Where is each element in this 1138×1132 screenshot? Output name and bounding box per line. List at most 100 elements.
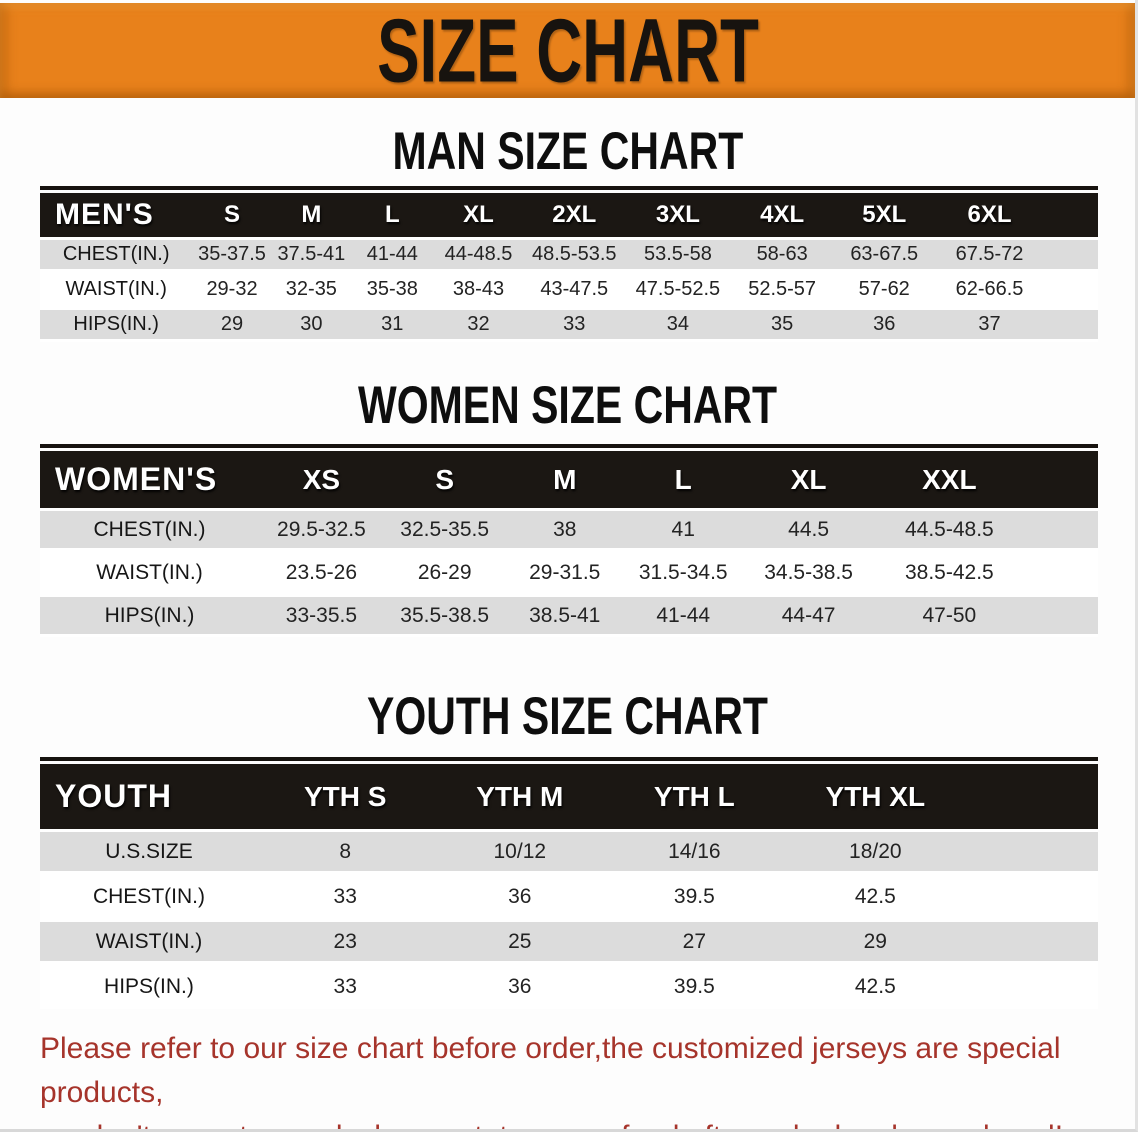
youth-section-heading-text: YOUTH SIZE CHART	[367, 686, 768, 746]
column-header: YTH M	[432, 764, 608, 829]
size-value-cell: 47.5-52.5	[625, 272, 731, 307]
column-header: XS	[259, 451, 384, 508]
size-value-cell: 37.5-41	[271, 237, 352, 272]
women-section-heading: WOMEN SIZE CHART	[0, 375, 1135, 435]
size-value-cell: 18/20	[781, 829, 1098, 874]
youth-size-table: YOUTH YTH S YTH M YTH L YTH XL U.S.SIZE 8 10/12…	[40, 764, 1098, 1009]
men-size-table: MEN'S S M L XL 2XL 3XL 4XL 5XL 6XL CHEST(IN.) 35-37…	[40, 193, 1098, 342]
size-value-cell: 41-44	[623, 594, 743, 637]
row-label: U.S.SIZE	[40, 829, 258, 874]
table-row: WAIST(IN.) 29-32 32-35 35-38 38-43 43-47.5 47.…	[40, 272, 1098, 307]
table-row: HIPS(IN.) 33-35.5 35.5-38.5 38.5-41 41-44 44-…	[40, 594, 1098, 637]
size-value-cell: 10/12	[432, 829, 608, 874]
size-value-cell: 62-66.5	[935, 272, 1098, 307]
size-value-cell: 67.5-72	[935, 237, 1098, 272]
size-value-cell: 29	[192, 307, 272, 342]
size-value-cell: 35	[730, 307, 834, 342]
size-value-cell: 14/16	[607, 829, 782, 874]
size-value-cell: 42.5	[781, 874, 1098, 919]
size-value-cell: 33	[257, 874, 433, 919]
size-value-cell: 44-47	[742, 594, 875, 637]
size-value-cell: 38.5-41	[505, 594, 624, 637]
column-header: YTH S	[257, 764, 433, 829]
size-value-cell: 43-47.5	[523, 272, 626, 307]
size-value-cell: 34	[625, 307, 731, 342]
men-table-wrap: MEN'S S M L XL 2XL 3XL 4XL 5XL 6XL CHEST(IN.) 35-37…	[40, 186, 1098, 342]
size-value-cell: 41	[623, 508, 743, 551]
size-value-cell: 44.5-48.5	[874, 508, 1098, 551]
size-value-cell: 29.5-32.5	[259, 508, 384, 551]
table-row: CHEST(IN.) 35-37.5 37.5-41 41-44 44-48.5 48.5…	[40, 237, 1098, 272]
table-row: WAIST(IN.) 23.5-26 26-29 29-31.5 31.5-34.5 34…	[40, 551, 1098, 594]
section-women: WOMEN SIZE CHART WOMEN'S XS S M L XL XXL CHEST(…	[0, 375, 1135, 637]
size-value-cell: 35-38	[351, 272, 434, 307]
size-value-cell: 31	[351, 307, 434, 342]
size-value-cell: 53.5-58	[625, 237, 731, 272]
size-value-cell: 44.5	[742, 508, 875, 551]
size-value-cell: 35.5-38.5	[383, 594, 506, 637]
section-men: MAN SIZE CHART MEN'S S M L XL 2XL 3XL 4XL 5XL 6XL…	[0, 121, 1135, 342]
banner-title: SIZE CHART	[376, 0, 759, 101]
row-label: CHEST(IN.)	[40, 874, 258, 919]
row-label: HIPS(IN.)	[40, 307, 193, 342]
size-value-cell: 33	[523, 307, 626, 342]
size-value-cell: 38.5-42.5	[874, 551, 1098, 594]
row-label: CHEST(IN.)	[40, 237, 193, 272]
size-value-cell: 35-37.5	[192, 237, 272, 272]
size-value-cell: 33	[257, 964, 433, 1009]
column-header: 5XL	[833, 193, 936, 237]
column-header: XL	[433, 193, 524, 237]
banner: SIZE CHART	[0, 3, 1135, 98]
size-value-cell: 63-67.5	[833, 237, 936, 272]
section-youth: YOUTH SIZE CHART YOUTH YTH S YTH M YTH L YTH…	[0, 686, 1135, 1009]
size-value-cell: 31.5-34.5	[623, 551, 743, 594]
size-value-cell: 25	[432, 919, 608, 964]
column-header: L	[623, 451, 743, 508]
table-corner-label: YOUTH	[40, 764, 258, 829]
column-header: XL	[742, 451, 875, 508]
size-value-cell: 8	[257, 829, 433, 874]
row-label: HIPS(IN.)	[40, 964, 258, 1009]
column-header: 6XL	[935, 193, 1098, 237]
size-value-cell: 41-44	[351, 237, 434, 272]
row-label: WAIST(IN.)	[40, 551, 259, 594]
size-value-cell: 32-35	[271, 272, 352, 307]
women-size-table: WOMEN'S XS S M L XL XXL CHEST(IN.) 29.5-32.5 32.5…	[40, 451, 1098, 637]
men-section-heading-text: MAN SIZE CHART	[392, 121, 743, 181]
size-value-cell: 23.5-26	[259, 551, 384, 594]
size-value-cell: 47-50	[874, 594, 1098, 637]
size-value-cell: 32.5-35.5	[383, 508, 506, 551]
size-value-cell: 39.5	[607, 874, 782, 919]
column-header: S	[383, 451, 506, 508]
size-value-cell: 52.5-57	[730, 272, 834, 307]
size-value-cell: 33-35.5	[259, 594, 384, 637]
column-header: L	[351, 193, 434, 237]
size-value-cell: 57-62	[833, 272, 936, 307]
youth-section-heading: YOUTH SIZE CHART	[0, 686, 1135, 746]
column-header: YTH L	[607, 764, 782, 829]
women-section-heading-text: WOMEN SIZE CHART	[357, 375, 778, 435]
size-value-cell: 48.5-53.5	[523, 237, 626, 272]
column-header: S	[192, 193, 272, 237]
table-corner-label: WOMEN'S	[40, 451, 259, 508]
size-value-cell: 36	[432, 874, 608, 919]
size-value-cell: 42.5	[781, 964, 1098, 1009]
size-value-cell: 23	[257, 919, 433, 964]
size-value-cell: 36	[833, 307, 936, 342]
size-value-cell: 34.5-38.5	[742, 551, 875, 594]
youth-table-wrap: YOUTH YTH S YTH M YTH L YTH XL U.S.SIZE 8 10/12…	[40, 757, 1098, 1009]
footer-note: Please refer to our size chart before or…	[40, 1027, 1110, 1129]
size-value-cell: 36	[432, 964, 608, 1009]
table-header-row: YOUTH YTH S YTH M YTH L YTH XL	[40, 764, 1098, 829]
size-value-cell: 37	[935, 307, 1098, 342]
size-value-cell: 58-63	[730, 237, 834, 272]
size-value-cell: 27	[607, 919, 782, 964]
size-value-cell: 29-31.5	[505, 551, 624, 594]
table-row: HIPS(IN.) 33 36 39.5 42.5	[40, 964, 1098, 1009]
size-value-cell: 38	[505, 508, 624, 551]
footer-note-line2: we don't accept cancel, change, teturn o…	[40, 1115, 1110, 1129]
size-value-cell: 29-32	[192, 272, 272, 307]
size-value-cell: 38-43	[433, 272, 524, 307]
table-row: CHEST(IN.) 29.5-32.5 32.5-35.5 38 41 44.5 44.5…	[40, 508, 1098, 551]
